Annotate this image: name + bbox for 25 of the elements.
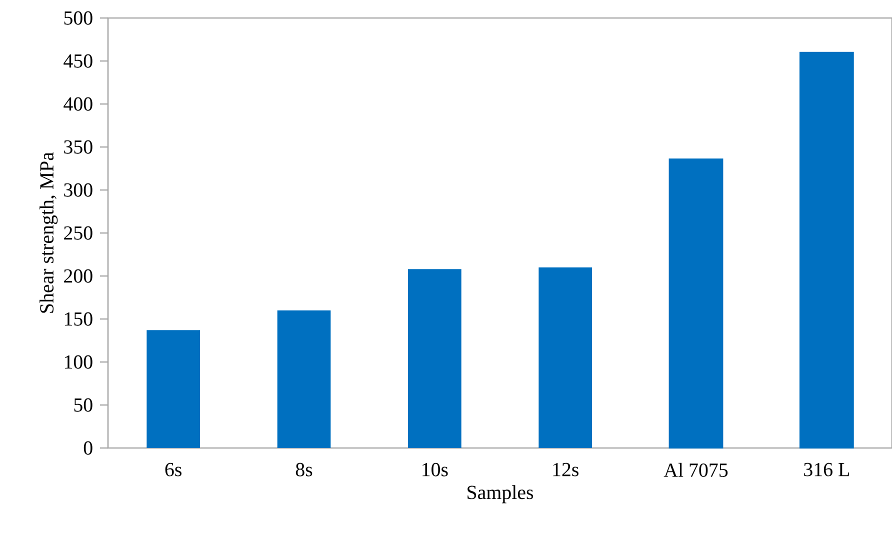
y-tick-label: 50 <box>74 398 92 412</box>
x-tick-label: 8s <box>296 462 312 476</box>
y-tick-label: 450 <box>64 54 92 68</box>
y-tick-label: 200 <box>64 269 92 283</box>
x-tick-label: 12s <box>553 462 578 476</box>
x-tick-label: Al 7075 <box>664 462 728 477</box>
bar <box>538 267 592 448</box>
x-tick-label: 6s <box>165 462 182 476</box>
y-tick-label: 250 <box>64 226 92 240</box>
y-tick-label: 400 <box>64 97 92 111</box>
x-tick-label: 10s <box>422 462 448 476</box>
bar <box>799 52 854 448</box>
y-axis-title: Shear strength, MPa <box>40 152 58 313</box>
bar <box>408 268 462 448</box>
y-tick-label: 0 <box>84 441 92 455</box>
y-tick-label: 100 <box>64 355 92 369</box>
bar <box>668 158 724 448</box>
bar <box>146 330 200 448</box>
y-tick-label: 300 <box>64 183 92 197</box>
y-tick-label: 150 <box>64 312 92 326</box>
x-tick-label: 316 L <box>804 462 849 476</box>
y-tick-label: 350 <box>64 140 92 154</box>
y-tick-label: 500 <box>64 11 92 25</box>
x-axis-title: Samples <box>468 484 534 504</box>
bar <box>277 310 331 448</box>
